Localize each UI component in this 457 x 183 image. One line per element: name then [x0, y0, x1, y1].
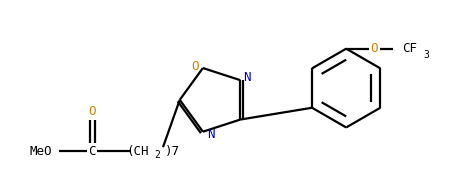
- Text: N: N: [244, 71, 251, 84]
- Text: 2: 2: [154, 150, 160, 160]
- Text: )7: )7: [165, 145, 180, 158]
- Text: O: O: [370, 42, 377, 55]
- Text: O: O: [88, 105, 96, 118]
- Text: 3: 3: [423, 50, 429, 60]
- Text: MeO: MeO: [30, 145, 52, 158]
- Text: CF: CF: [402, 42, 417, 55]
- Text: (CH: (CH: [127, 145, 149, 158]
- Text: C: C: [88, 145, 96, 158]
- Text: O: O: [191, 59, 199, 72]
- Text: N: N: [207, 128, 214, 141]
